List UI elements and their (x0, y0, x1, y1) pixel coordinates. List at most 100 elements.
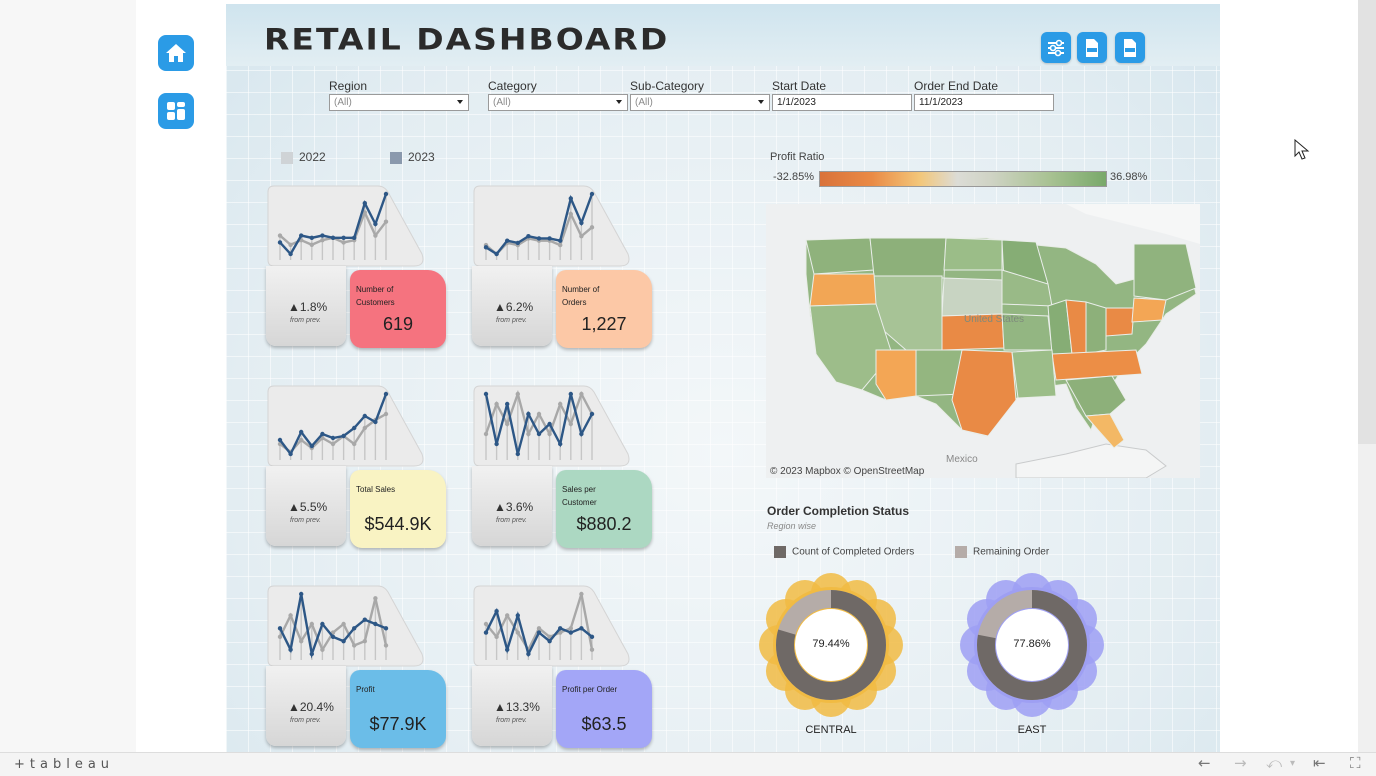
donut-percent: 77.86% (1013, 638, 1051, 650)
sparkline-2023-point (558, 626, 563, 631)
sparkline-2022-point (494, 634, 499, 640)
category-dropdown[interactable]: (All) (488, 94, 628, 111)
legend-swatch (955, 546, 967, 558)
map-label: United States (964, 314, 1024, 325)
donut-completed-arc (977, 590, 1087, 700)
pdf-export-button[interactable] (1077, 32, 1107, 63)
revert-dropdown-icon[interactable]: ▾ (1290, 758, 1296, 769)
revert-icon[interactable]: ⤺ (1266, 754, 1283, 772)
sparkline-2023-point (536, 236, 542, 241)
sparkline-2023-point (526, 651, 531, 657)
kpi-change-caption: from prev. (290, 517, 321, 524)
legend-2022: 2022 (281, 150, 326, 164)
card-change-panel: ▲5.5% from prev. (266, 466, 346, 546)
dashboard-button[interactable] (158, 93, 194, 129)
sparkline-2022-point (288, 242, 293, 247)
map-label: Mexico (946, 454, 978, 465)
kpi-card[interactable]: ▲20.4% from prev. Profit $77.9K (266, 584, 452, 752)
sparkline-2023-point (515, 240, 520, 246)
scrollbar-thumb[interactable] (1358, 0, 1376, 444)
sparkline-2022-point (299, 437, 304, 443)
home-button[interactable] (158, 35, 194, 71)
region-dropdown[interactable]: (All) (329, 94, 469, 111)
sparkline-2022-point (568, 626, 573, 631)
filter-label: Start Date (772, 79, 827, 93)
sparkline-2022-point (373, 596, 378, 601)
tableau-logo: +tableau (14, 757, 115, 772)
donut-hole (996, 609, 1068, 681)
sparkline-2022-point (362, 638, 367, 644)
filter-label: Sub-Category (630, 79, 705, 93)
dropdown-arrow-icon (758, 100, 764, 104)
sparkline-2023-point (383, 191, 389, 197)
donut-chart[interactable] (952, 565, 1112, 725)
sparkline-2023-point (341, 433, 346, 439)
fullscreen-icon[interactable]: ⛶ (1350, 754, 1361, 772)
sparkline-2022-point (383, 411, 389, 417)
dropdown-arrow-icon (457, 100, 463, 104)
sparkline-2023-point (579, 626, 584, 631)
sparkline-2023-point (330, 435, 336, 441)
reset-icon[interactable]: ⇤ (1313, 754, 1326, 772)
sparkline-2023-point (330, 235, 336, 241)
dropdown-value: (All) (334, 97, 352, 108)
end-date-input[interactable]: 11/1/2023 (914, 94, 1054, 111)
card-change-panel: ▲1.8% from prev. (266, 266, 346, 346)
profit-map[interactable]: United States Mexico © 2023 Mapbox © Ope… (766, 204, 1200, 478)
kpi-sparkline (473, 385, 630, 467)
kpi-value-panel: Number of Customers 619 (350, 270, 446, 348)
sparkline-2023-point (288, 451, 293, 457)
filter-toggle-button[interactable] (1041, 32, 1071, 63)
filter-label: Order End Date (914, 79, 999, 93)
sparkline-2022-point (579, 591, 584, 597)
filter-sliders-icon (1048, 39, 1064, 56)
redo-icon[interactable]: → (1234, 754, 1247, 772)
undo-icon[interactable]: ← (1198, 754, 1211, 772)
kpi-change: ▲6.2% (494, 300, 534, 314)
kpi-card[interactable]: ▲13.3% from prev. Profit per Order $63.5 (472, 584, 658, 752)
sparkline-2022-point (288, 613, 293, 618)
sparkline-2022-point (536, 411, 542, 417)
sparkline-2022-point (515, 630, 520, 635)
sparkline-2023-point (352, 425, 357, 431)
sparkline-2023-point (330, 634, 336, 640)
sparkline-2023-point (536, 630, 542, 635)
pdf-export-icon (1086, 38, 1098, 57)
donut-chart[interactable] (751, 565, 911, 725)
sparkline-2023-point (309, 443, 314, 449)
kpi-card[interactable]: ▲1.8% from prev. Number of Customers 619 (266, 184, 452, 354)
sparkline-2023-point (483, 245, 489, 250)
filter-start-date: Start Date 1/1/2023 (772, 79, 912, 111)
sparkline-2022-point (536, 626, 542, 631)
kpi-value-panel: Number of Orders 1,227 (556, 270, 652, 348)
png-export-icon (1124, 38, 1136, 57)
kpi-card[interactable]: ▲6.2% from prev. Number of Orders 1,227 (472, 184, 658, 354)
kpi-card[interactable]: ▲3.6% from prev. Sales per Customer $880.2 (472, 384, 658, 554)
kpi-change-caption: from prev. (496, 517, 527, 524)
sparkline-2023-point (547, 236, 552, 241)
kpi-value: 619 (382, 314, 414, 334)
sparkline-2022-point (352, 441, 357, 447)
card-panel (267, 185, 424, 267)
sparkline-2023-point (505, 401, 510, 407)
start-date-input[interactable]: 1/1/2023 (772, 94, 912, 111)
sparkline-2023-point (362, 413, 367, 419)
kpi-card[interactable]: ▲5.5% from prev. Total Sales $544.9K (266, 384, 452, 554)
sparkline-2023-point (288, 251, 293, 257)
sparkline-2022-point (383, 219, 389, 224)
kpi-change-caption: from prev. (496, 717, 527, 724)
sparkline-2022-point (341, 621, 346, 627)
filter-sub-category: Sub-Category (All) (630, 79, 770, 111)
kpi-label: Profit (356, 685, 375, 694)
kpi-value-panel: Sales per Customer $880.2 (556, 470, 652, 548)
card-panel (267, 385, 424, 467)
legend-swatch (281, 151, 293, 164)
sparkline-2022-point (526, 431, 531, 437)
sub-category-dropdown[interactable]: (All) (630, 94, 770, 111)
sparkline-2023-point (558, 238, 563, 243)
png-export-button[interactable] (1115, 32, 1145, 63)
home-icon (166, 44, 186, 62)
kpi-label: Number of Orders (562, 285, 600, 307)
kpi-value: $880.2 (576, 514, 632, 534)
